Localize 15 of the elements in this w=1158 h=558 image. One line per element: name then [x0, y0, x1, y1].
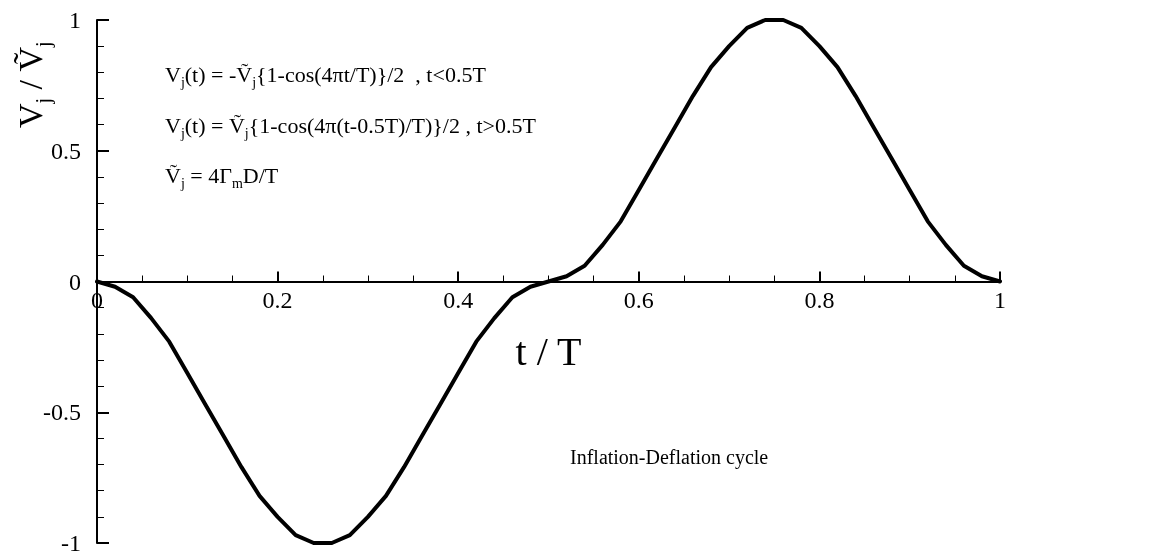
y-tick-label: 1: [69, 7, 81, 33]
x-axis-title: t / T: [515, 329, 582, 374]
annotation: V$_{j}$(t) = -Ṽ$_{j}${1-cos(4πt/T)}/2 , t<0.5T: [165, 62, 486, 92]
y-tick-label: -1: [61, 530, 81, 556]
y-tick-label: 0: [69, 268, 81, 295]
x-tick-label: 0.4: [443, 286, 474, 313]
x-tick-label: 0.2: [262, 286, 293, 313]
annotation: Inflation-Deflation cycle: [570, 446, 769, 469]
x-tick-label: 0.8: [804, 286, 835, 313]
y-tick-label: 0.5: [51, 137, 81, 164]
x-tick-label: 1: [994, 286, 1006, 313]
y-tick-label: -0.5: [43, 399, 81, 426]
annotation: V$_{j}$(t) = Ṽ$_{j}${1-cos(4π(t-0.5T)/T)}/2 , t>0.5T: [165, 113, 536, 143]
x-tick-label: 0.6: [623, 286, 654, 313]
annotation: Ṽ$_{j}$ = 4Γ$_{m}$D/T: [165, 163, 279, 193]
